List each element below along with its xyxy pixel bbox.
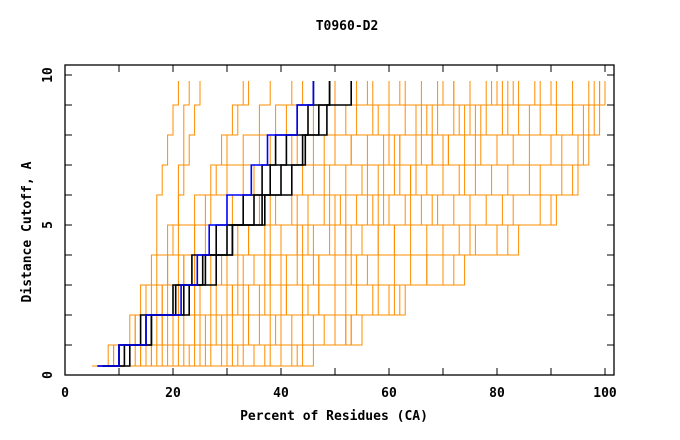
highlight-lines (97, 81, 353, 367)
y-tick-label: 5 (41, 221, 56, 229)
model-line-32 (124, 81, 444, 367)
model-line-26 (97, 81, 190, 367)
model-line-20 (216, 81, 574, 367)
model-line-10 (129, 81, 406, 367)
y-axis-label: Distance Cutoff, A (20, 161, 35, 302)
model-line-38 (146, 81, 493, 367)
model-lines (92, 81, 606, 367)
x-axis-label: Percent of Residues (CA) (240, 409, 428, 424)
model-line-16 (173, 81, 503, 367)
chart-title: T0960-D2 (316, 19, 379, 34)
model-line-13 (146, 81, 455, 367)
x-tick-label: 0 (61, 386, 69, 401)
y-tick-label: 10 (41, 67, 56, 83)
model-line-37 (200, 81, 552, 367)
model-line-36 (135, 81, 509, 367)
x-tick-label: 40 (273, 386, 289, 401)
black-4-line (108, 81, 331, 367)
model-line-25 (254, 81, 601, 367)
model-line-23 (259, 81, 601, 367)
axes: 0 20 40 60 80 100 0 5 10 (41, 65, 617, 401)
model-line-22 (248, 81, 595, 367)
model-line-6 (113, 81, 336, 367)
plot-frame (64, 64, 615, 376)
model-line-9 (124, 81, 390, 367)
model-line-1 (92, 81, 179, 367)
x-tick-label: 20 (165, 386, 181, 401)
model-line-19 (205, 81, 557, 367)
highlight-line (97, 81, 315, 367)
model-line-39 (102, 81, 368, 367)
model-line-12 (140, 81, 439, 367)
x-tick-label: 80 (489, 386, 505, 401)
x-tick-label: 100 (593, 386, 617, 401)
model-line-2 (97, 81, 201, 367)
model-line-18 (194, 81, 536, 367)
model-line-27 (113, 81, 250, 367)
y-tick-label: 0 (41, 371, 56, 379)
x-tick-label: 60 (381, 386, 397, 401)
